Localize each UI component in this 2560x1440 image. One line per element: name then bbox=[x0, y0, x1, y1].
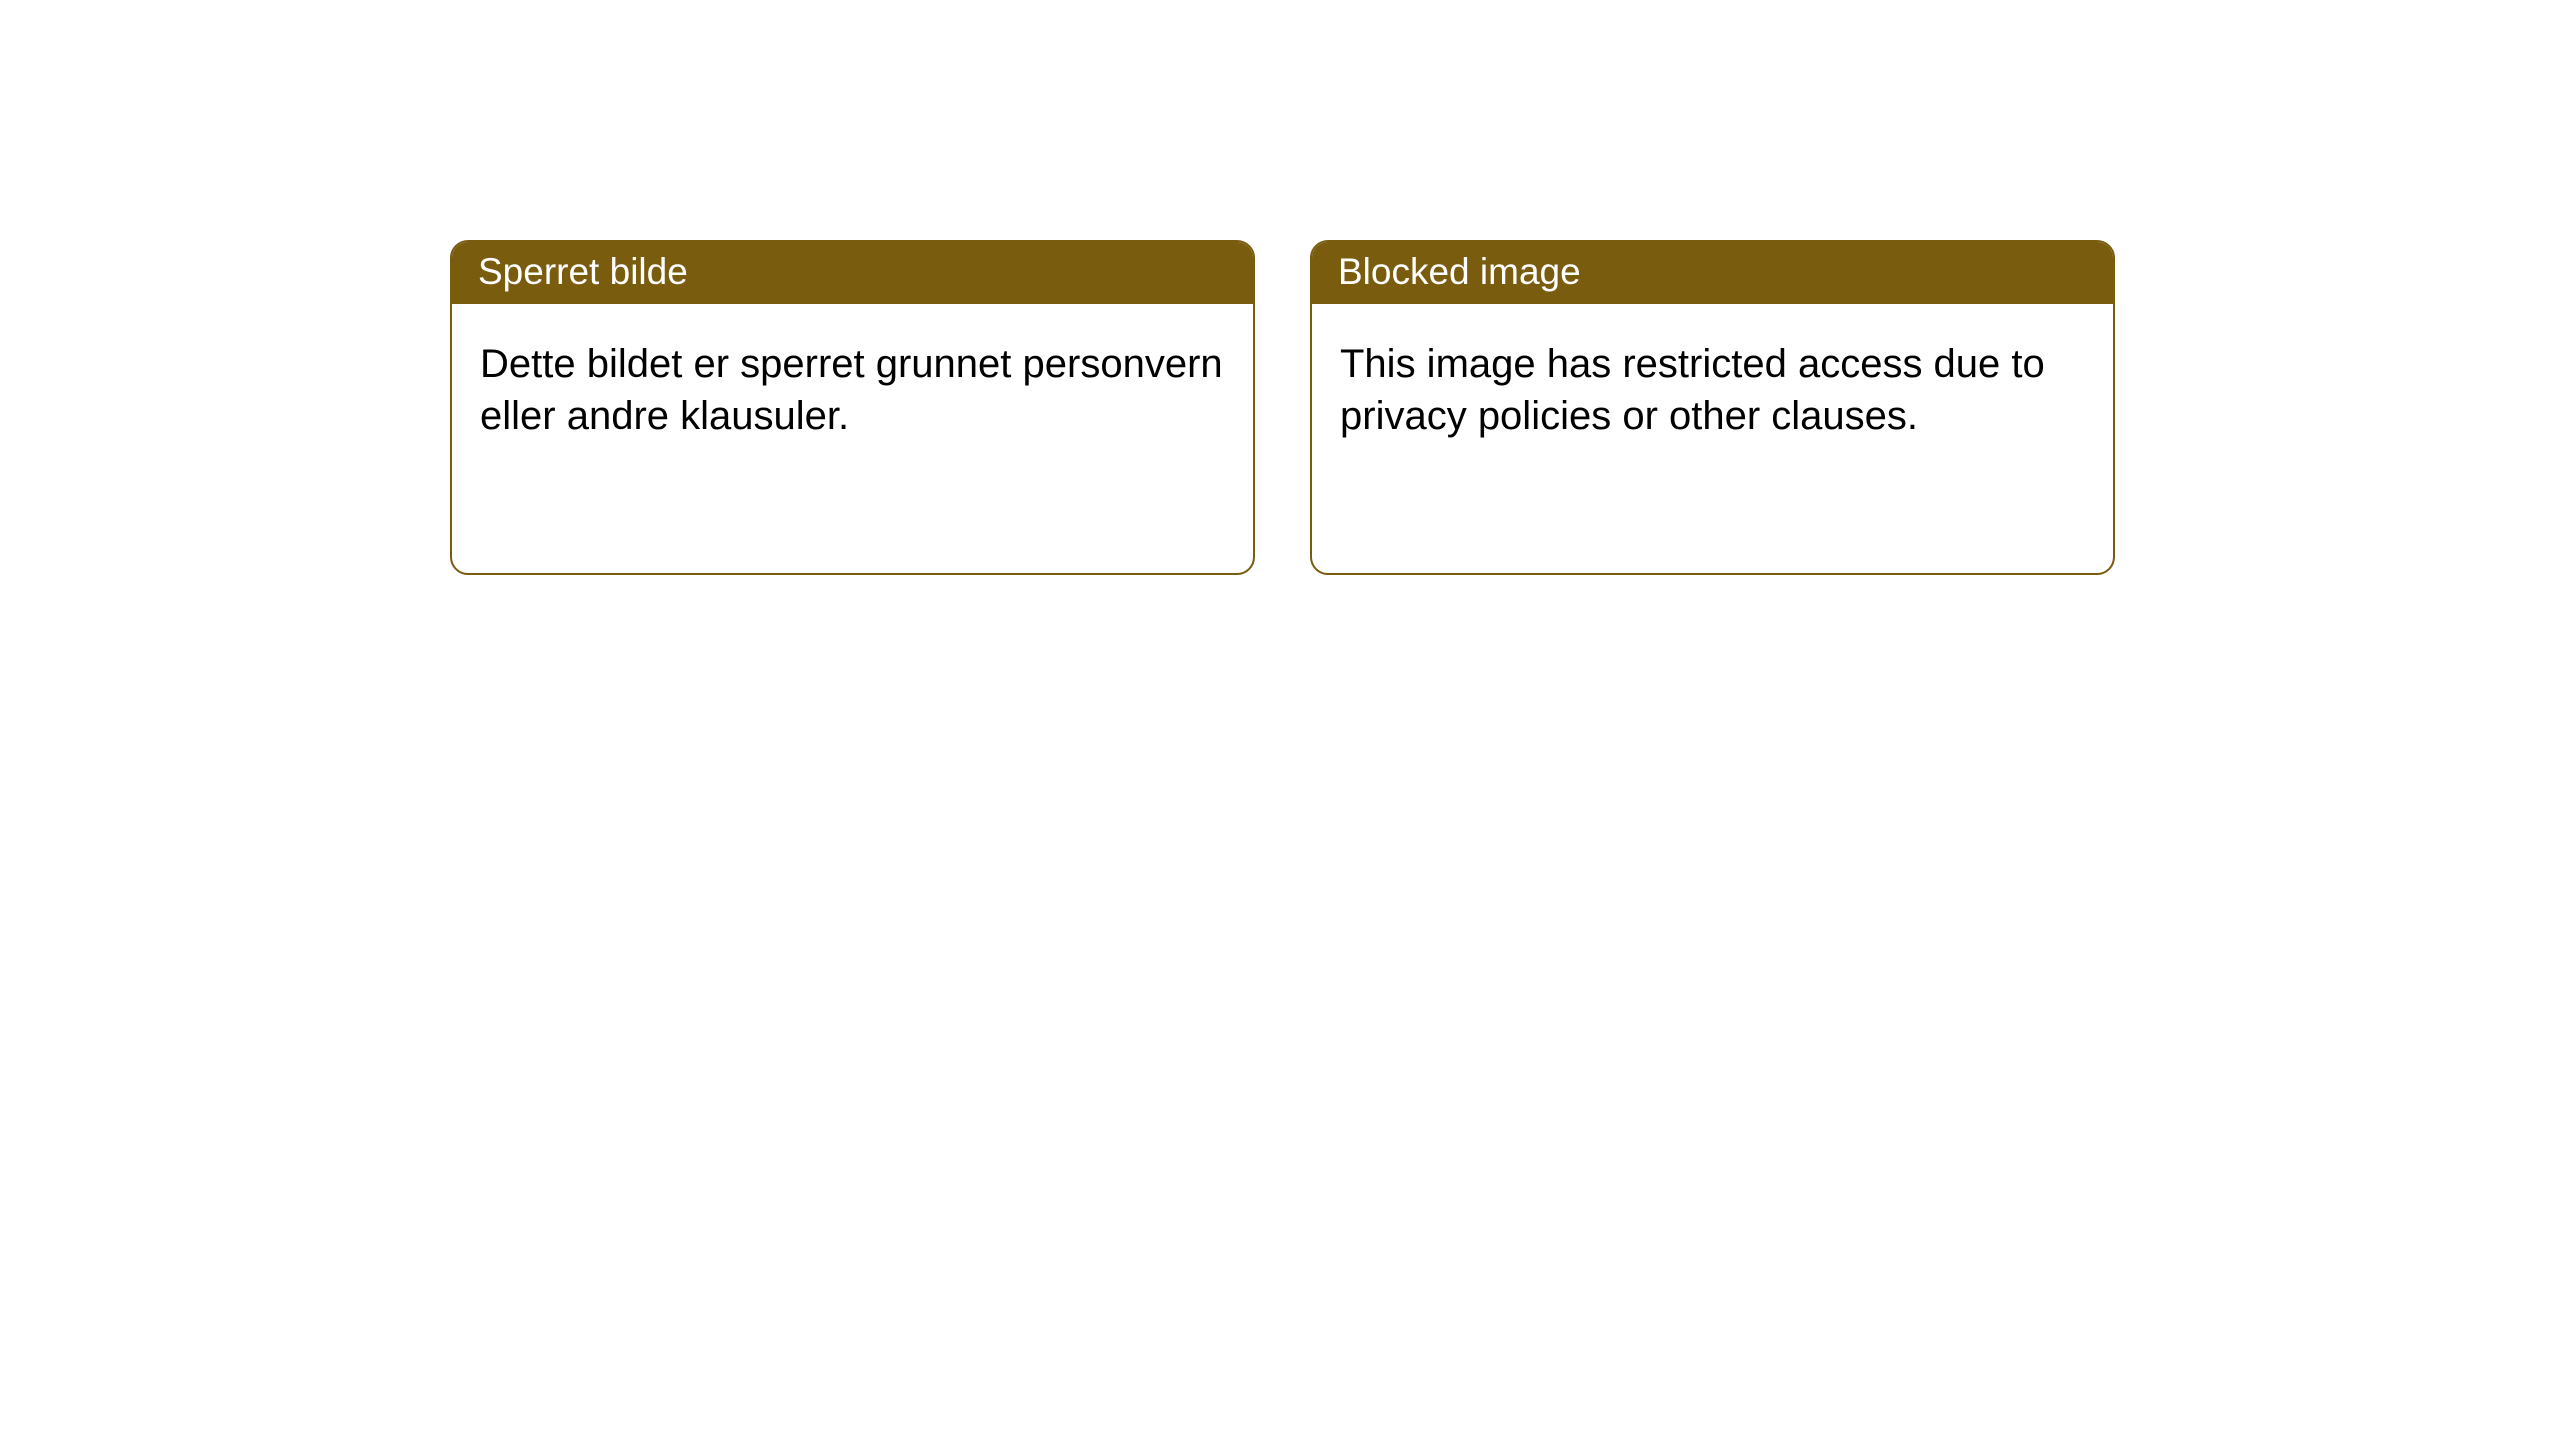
notice-card-title: Sperret bilde bbox=[452, 242, 1253, 304]
notice-card-english: Blocked image This image has restricted … bbox=[1310, 240, 2115, 575]
notice-card-body: This image has restricted access due to … bbox=[1312, 304, 2113, 476]
notice-card-title: Blocked image bbox=[1312, 242, 2113, 304]
notice-card-body: Dette bildet er sperret grunnet personve… bbox=[452, 304, 1253, 476]
notice-card-norwegian: Sperret bilde Dette bildet er sperret gr… bbox=[450, 240, 1255, 575]
notice-cards-row: Sperret bilde Dette bildet er sperret gr… bbox=[450, 240, 2115, 575]
